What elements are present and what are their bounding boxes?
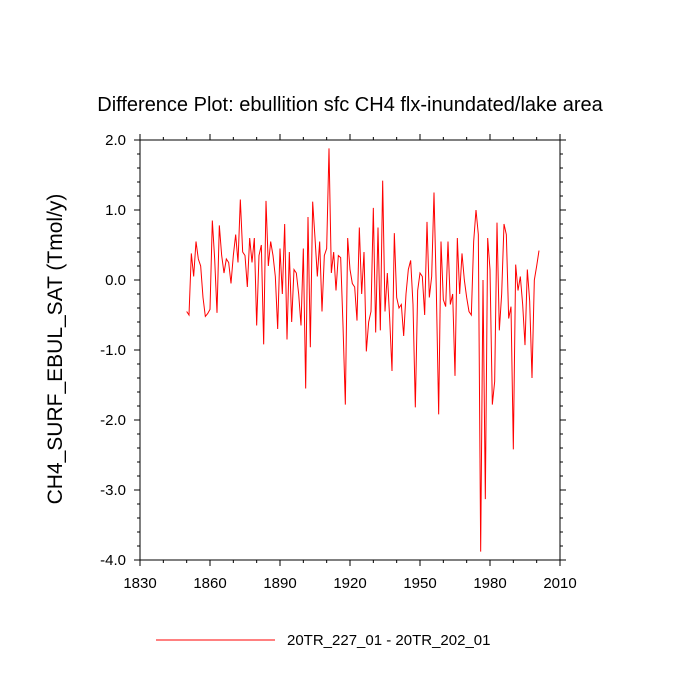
x-tick-label: 1830 bbox=[123, 575, 156, 592]
x-tick-label: 2010 bbox=[543, 575, 576, 592]
y-tick-label: 2.0 bbox=[105, 132, 126, 149]
chart-title: Difference Plot: ebullition sfc CH4 flx-… bbox=[97, 94, 603, 116]
y-tick-label: -1.0 bbox=[100, 342, 126, 359]
y-tick-label: -4.0 bbox=[100, 552, 126, 569]
y-tick-labels: 2.0 1.0 0.0 -1.0 -2.0 -3.0 -4.0 bbox=[100, 132, 126, 569]
y-tick-label: 1.0 bbox=[105, 202, 126, 219]
x-tick-labels: 1830 1860 1890 1920 1950 1980 2010 bbox=[123, 575, 576, 592]
y-tick-label: -3.0 bbox=[100, 482, 126, 499]
x-tick-label: 1950 bbox=[403, 575, 436, 592]
x-tick-label: 1920 bbox=[333, 575, 366, 592]
minor-ticks bbox=[137, 137, 563, 563]
x-tick-label: 1890 bbox=[263, 575, 296, 592]
series-line bbox=[186, 148, 540, 552]
y-tick-label: 0.0 bbox=[105, 272, 126, 289]
y-axis-label: CH4_SURF_EBUL_SAT (Tmol/y) bbox=[44, 194, 67, 505]
legend: 20TR_227_01 - 20TR_202_01 bbox=[156, 632, 490, 649]
legend-label: 20TR_227_01 - 20TR_202_01 bbox=[287, 632, 490, 649]
y-tick-label: -2.0 bbox=[100, 412, 126, 429]
y-axis-label-group: CH4_SURF_EBUL_SAT (Tmol/y) bbox=[44, 194, 67, 505]
major-ticks bbox=[134, 134, 566, 566]
x-tick-label: 1860 bbox=[193, 575, 226, 592]
x-tick-label: 1980 bbox=[473, 575, 506, 592]
series-layer bbox=[186, 148, 540, 552]
